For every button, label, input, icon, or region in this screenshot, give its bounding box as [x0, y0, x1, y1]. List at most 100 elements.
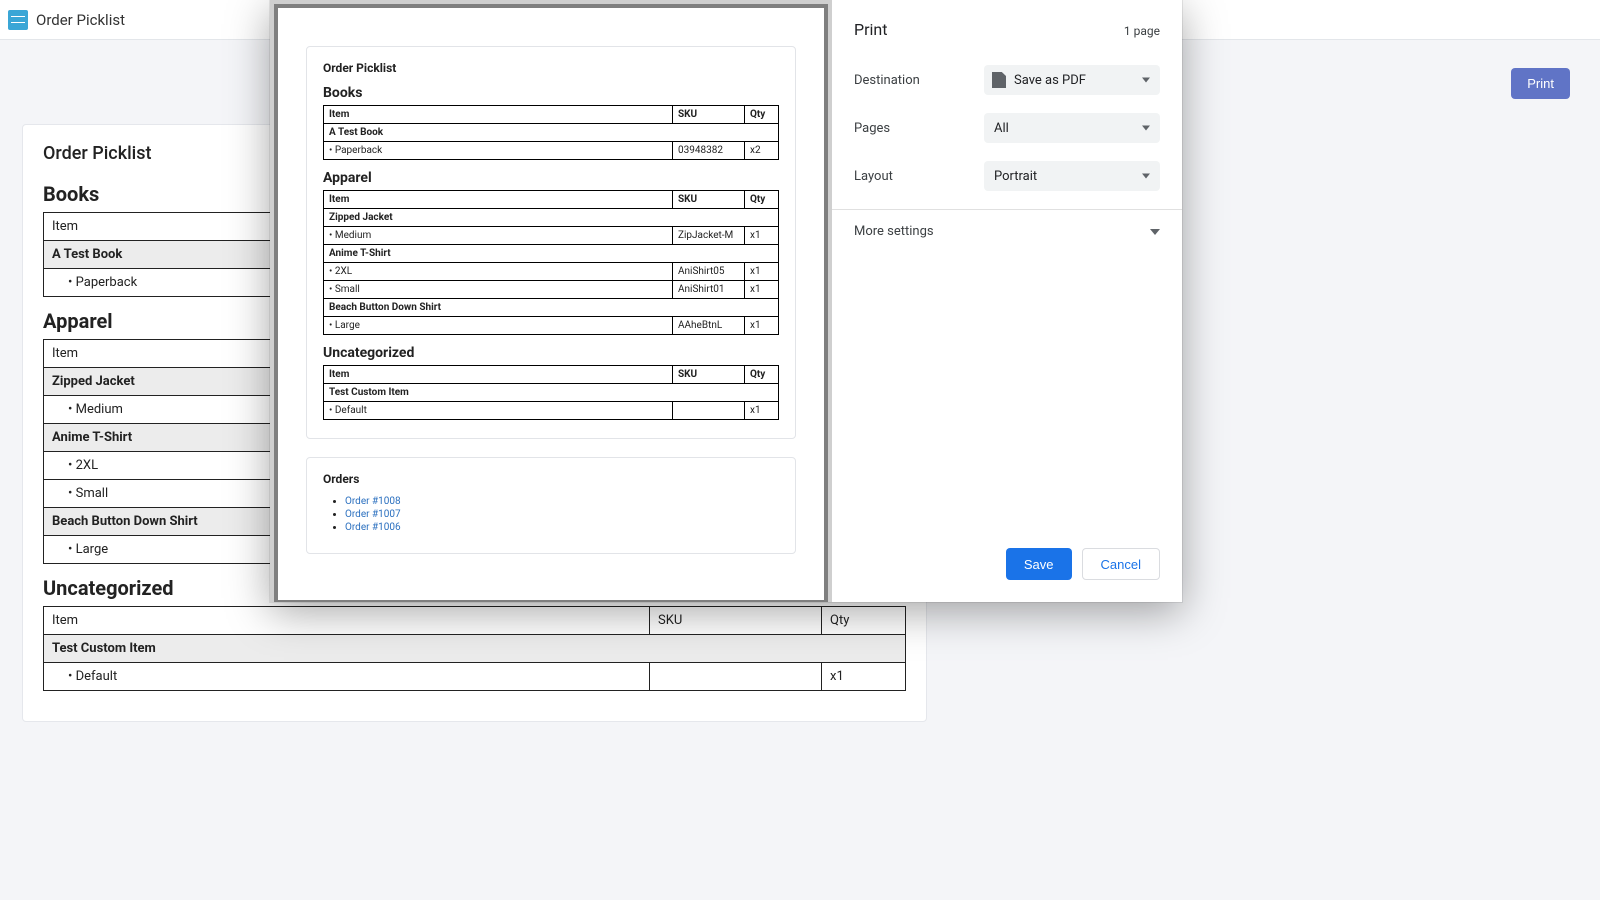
page-toolbar: Print: [1511, 68, 1570, 99]
table-header-row: ItemSKUQty: [44, 607, 906, 635]
print-dialog: Order Picklist BooksItemSKUQtyA Test Boo…: [270, 0, 1182, 602]
col-qty: Qty: [745, 366, 779, 384]
preview-section-title: Apparel: [323, 170, 779, 186]
preview-header-row: ItemSKUQty: [324, 366, 779, 384]
destination-row: Destination Save as PDF: [854, 65, 1160, 95]
col-sku: SKU: [673, 191, 745, 209]
preview-variant-label: • Medium: [324, 227, 673, 245]
col-sku: SKU: [673, 106, 745, 124]
picklist-table: ItemSKUQtyTest Custom Item• Default x1: [43, 606, 906, 691]
print-preview-area[interactable]: Order Picklist BooksItemSKUQtyA Test Boo…: [270, 0, 832, 602]
preview-variant-row: • Default x1: [324, 402, 779, 420]
preview-page: Order Picklist BooksItemSKUQtyA Test Boo…: [278, 8, 824, 600]
destination-select[interactable]: Save as PDF: [984, 65, 1160, 95]
dialog-actions: Save Cancel: [832, 548, 1182, 602]
preview-variant-sku: 03948382: [673, 142, 745, 160]
preview-variant-qty: x1: [745, 402, 779, 420]
chevron-down-icon: [1142, 174, 1150, 179]
pages-label: Pages: [854, 121, 984, 136]
layout-label: Layout: [854, 169, 984, 184]
pages-select[interactable]: All: [984, 113, 1160, 143]
page-count: 1 page: [1124, 24, 1160, 38]
preview-variant-label: • 2XL: [324, 263, 673, 281]
preview-variant-label: • Large: [324, 317, 673, 335]
product-name: Test Custom Item: [44, 635, 906, 663]
preview-variant-qty: x1: [745, 227, 779, 245]
preview-product-row: Zipped Jacket: [324, 209, 779, 227]
preview-variant-qty: x1: [745, 281, 779, 299]
variant-qty: x1: [822, 663, 906, 691]
preview-order-item: Order #1007: [345, 509, 779, 520]
col-item: Item: [44, 607, 650, 635]
preview-variant-row: • MediumZipJacket-Mx1: [324, 227, 779, 245]
cancel-button[interactable]: Cancel: [1082, 548, 1160, 580]
col-qty: Qty: [822, 607, 906, 635]
preview-product-name: Anime T-Shirt: [324, 245, 779, 263]
preview-order-link[interactable]: Order #1007: [345, 509, 401, 520]
col-sku: SKU: [673, 366, 745, 384]
print-button[interactable]: Print: [1511, 68, 1570, 99]
pages-row: Pages All: [854, 113, 1160, 143]
app-title: Order Picklist: [36, 11, 125, 29]
preview-product-name: A Test Book: [324, 124, 779, 142]
layout-value: Portrait: [994, 169, 1037, 184]
preview-orders-card: Orders Order #1008 Order #1007 Order #1006: [306, 457, 796, 554]
print-settings-panel: Print 1 page Destination Save as PDF Pag…: [832, 0, 1182, 602]
preview-product-name: Test Custom Item: [324, 384, 779, 402]
preview-product-name: Zipped Jacket: [324, 209, 779, 227]
preview-variant-row: • Paperback03948382x2: [324, 142, 779, 160]
preview-variant-sku: AAheBtnL: [673, 317, 745, 335]
preview-variant-sku: AniShirt05: [673, 263, 745, 281]
destination-value: Save as PDF: [1014, 73, 1086, 88]
variant-label: • Default: [44, 663, 650, 691]
layout-select[interactable]: Portrait: [984, 161, 1160, 191]
chevron-down-icon: [1142, 78, 1150, 83]
preview-variant-sku: ZipJacket-M: [673, 227, 745, 245]
preview-header-row: ItemSKUQty: [324, 191, 779, 209]
preview-product-name: Beach Button Down Shirt: [324, 299, 779, 317]
preview-order-item: Order #1008: [345, 496, 779, 507]
print-dialog-title: Print: [854, 20, 887, 39]
chevron-down-icon: [1142, 126, 1150, 131]
save-button[interactable]: Save: [1006, 548, 1072, 580]
preview-variant-qty: x1: [745, 263, 779, 281]
preview-variant-row: • LargeAAheBtnLx1: [324, 317, 779, 335]
preview-orders-title: Orders: [323, 472, 779, 486]
preview-header-row: ItemSKUQty: [324, 106, 779, 124]
pdf-icon: [992, 72, 1006, 88]
col-qty: Qty: [745, 191, 779, 209]
preview-product-row: Test Custom Item: [324, 384, 779, 402]
preview-picklist-card: Order Picklist BooksItemSKUQtyA Test Boo…: [306, 46, 796, 439]
col-qty: Qty: [745, 106, 779, 124]
preview-variant-sku: AniShirt01: [673, 281, 745, 299]
preview-variant-label: • Small: [324, 281, 673, 299]
product-row: Test Custom Item: [44, 635, 906, 663]
more-settings-toggle[interactable]: More settings: [854, 210, 1160, 253]
preview-product-row: Beach Button Down Shirt: [324, 299, 779, 317]
preview-order-link[interactable]: Order #1008: [345, 496, 401, 507]
preview-frame: Order Picklist BooksItemSKUQtyA Test Boo…: [274, 4, 828, 602]
preview-table: ItemSKUQtyA Test Book • Paperback0394838…: [323, 105, 779, 160]
chevron-down-icon: [1150, 229, 1160, 235]
preview-variant-qty: x2: [745, 142, 779, 160]
col-item: Item: [324, 106, 673, 124]
pages-value: All: [994, 121, 1009, 136]
preview-product-row: Anime T-Shirt: [324, 245, 779, 263]
col-item: Item: [324, 366, 673, 384]
preview-table: ItemSKUQtyZipped Jacket • MediumZipJacke…: [323, 190, 779, 335]
preview-variant-row: • 2XLAniShirt05x1: [324, 263, 779, 281]
col-item: Item: [324, 191, 673, 209]
preview-section-title: Books: [323, 85, 779, 101]
variant-sku: [650, 663, 822, 691]
preview-orders-list: Order #1008 Order #1007 Order #1006: [323, 496, 779, 533]
destination-label: Destination: [854, 73, 984, 88]
preview-section-title: Uncategorized: [323, 345, 779, 361]
preview-order-link[interactable]: Order #1006: [345, 522, 401, 533]
col-sku: SKU: [650, 607, 822, 635]
preview-variant-label: • Paperback: [324, 142, 673, 160]
preview-variant-label: • Default: [324, 402, 673, 420]
more-settings-label: More settings: [854, 224, 934, 239]
preview-order-item: Order #1006: [345, 522, 779, 533]
preview-variant-qty: x1: [745, 317, 779, 335]
variant-row: • Default x1: [44, 663, 906, 691]
